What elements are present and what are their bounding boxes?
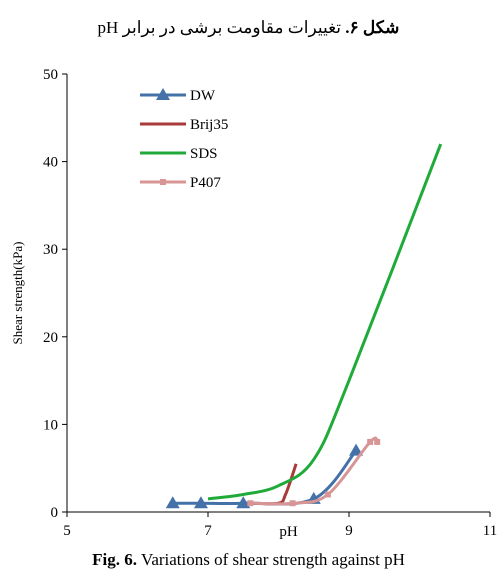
legend-marker-p407 [160,179,166,185]
caption-english-text: Variations of shear strength against pH [140,550,405,569]
data-point-p407 [374,438,381,445]
legend-label-dw: DW [190,88,216,104]
x-tick-label: 5 [63,523,71,539]
caption-english-prefix: Fig. 6. [92,550,137,569]
data-point-p407 [247,500,254,507]
data-point-p407 [289,500,296,507]
x-tick-label: 7 [204,523,212,539]
x-axis-label: pH [279,524,298,540]
data-point-p407 [367,438,374,445]
caption-persian-text: تغییرات مقاومت برشی در برابر pH [97,18,342,37]
y-tick-label: 20 [43,330,58,346]
caption-persian-prefix: شکل ۶. [345,18,400,37]
data-point-dw [349,443,364,456]
y-tick-label: 50 [43,67,58,83]
data-point-dw [236,496,251,509]
figure-caption-persian: شکل ۶. تغییرات مقاومت برشی در برابر pH [0,18,497,38]
y-tick-label: 30 [43,242,58,258]
figure-caption-english: Fig. 6. Variations of shear strength aga… [0,550,497,570]
legend-label-p407: P407 [190,175,221,191]
y-tick-label: 40 [43,155,58,171]
legend-marker-dw [156,88,170,100]
series-line-brij35 [250,463,298,506]
series-line-sds [207,143,443,501]
data-point-p407 [324,491,331,498]
y-axis-label: Shear strength(kPa) [10,242,25,345]
y-tick-label: 10 [43,417,58,433]
data-point-dw [165,496,180,509]
x-tick-label: 9 [345,523,353,539]
data-point-dw [193,496,208,509]
y-tick-label: 0 [51,505,59,521]
legend-label-brij35: Brij35 [190,117,228,133]
legend-label-sds: SDS [190,146,218,162]
x-tick-label: 11 [483,523,497,539]
